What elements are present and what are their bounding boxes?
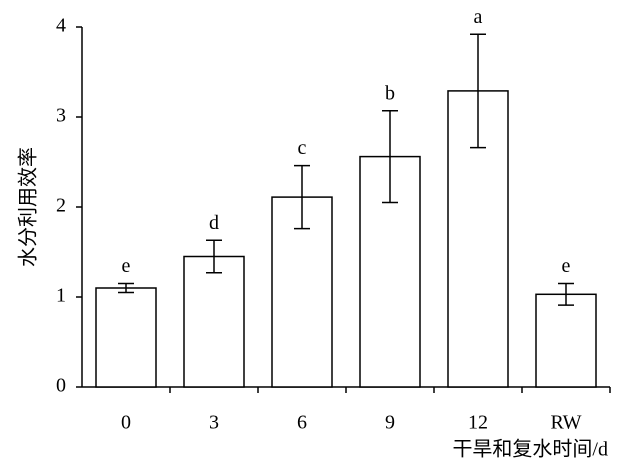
y-tick-label: 1 [56, 285, 66, 307]
error-bar [382, 109, 398, 204]
y-tick-label: 2 [56, 195, 66, 217]
x-tick-label: 12 [468, 412, 488, 434]
significance-letter: e [122, 255, 131, 277]
x-tick-label: 3 [209, 412, 219, 434]
x-tick-label: 9 [385, 412, 395, 434]
error-bar [470, 33, 486, 149]
x-tick-label: 0 [121, 412, 131, 434]
bar [535, 293, 597, 388]
x-tick-label: 6 [297, 412, 307, 434]
y-axis-label: 水分利用效率 [17, 147, 40, 267]
x-tick-label: RW [550, 412, 581, 434]
significance-letter: c [298, 137, 307, 159]
significance-letter: a [474, 6, 483, 28]
significance-letter: d [209, 212, 219, 234]
error-bar [118, 282, 134, 294]
error-bar [206, 239, 222, 274]
bar [95, 287, 157, 388]
y-tick-label: 3 [56, 105, 66, 127]
significance-letter: b [385, 82, 395, 104]
bar [183, 255, 245, 388]
significance-letter: e [562, 255, 571, 277]
error-bar [294, 164, 310, 230]
y-tick-label: 0 [56, 375, 66, 397]
y-tick-label: 4 [56, 15, 66, 37]
error-bar [558, 282, 574, 306]
x-axis-label: 干旱和复水时间/d [452, 438, 608, 461]
